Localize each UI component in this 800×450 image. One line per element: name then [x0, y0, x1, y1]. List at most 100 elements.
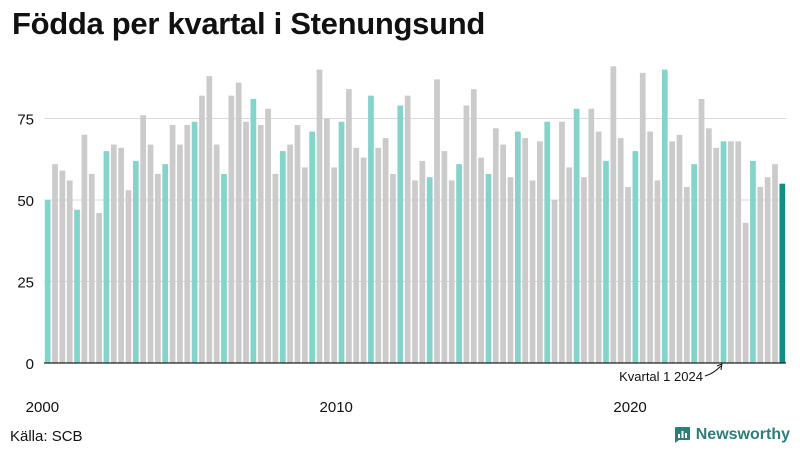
bar [265, 108, 271, 363]
bar [728, 141, 734, 363]
bar [559, 121, 565, 363]
bar [772, 164, 778, 363]
x-tick-label: 2020 [613, 399, 646, 416]
bar [206, 76, 213, 364]
bar [301, 167, 308, 363]
bar [676, 134, 683, 363]
bar [434, 79, 440, 363]
x-tick-label: 2000 [26, 399, 59, 416]
bars [44, 66, 786, 364]
bar [456, 164, 462, 363]
bar [81, 134, 88, 363]
bar [404, 95, 411, 364]
bar [478, 157, 484, 363]
annotation-arrow [704, 365, 722, 377]
bar [566, 167, 573, 363]
bar [250, 98, 257, 363]
bar [191, 121, 198, 363]
bar [610, 66, 617, 363]
bar [522, 138, 529, 363]
bar [118, 147, 124, 363]
bar [390, 173, 396, 363]
source-label: Källa: SCB [10, 428, 83, 445]
bar [632, 151, 639, 363]
bar [162, 164, 169, 363]
bar [228, 95, 235, 364]
bar [323, 118, 330, 363]
bar [713, 147, 720, 363]
bar [338, 121, 345, 363]
bar [103, 151, 110, 363]
bar [294, 125, 301, 364]
bar [595, 131, 602, 363]
bar [669, 141, 675, 363]
bar [581, 177, 587, 363]
bar [617, 138, 624, 363]
bar [96, 213, 102, 363]
newsworthy-logo[interactable]: Newsworthy [673, 426, 790, 444]
bar [588, 108, 595, 363]
bar [639, 72, 646, 364]
bar [764, 177, 771, 363]
bar [52, 164, 58, 363]
bar [243, 121, 249, 363]
bar [720, 141, 727, 363]
bar [346, 89, 352, 363]
bar [698, 98, 705, 363]
annotation-label: Kvartal 1 2024 [619, 369, 703, 384]
bar [353, 147, 360, 363]
bar [177, 144, 183, 363]
bar [375, 147, 382, 363]
bar [257, 125, 264, 364]
bar [235, 82, 242, 363]
bar [500, 144, 507, 363]
bar [184, 125, 191, 364]
bar [529, 180, 536, 363]
bar [507, 177, 514, 363]
bar [213, 144, 220, 363]
bar [514, 131, 521, 363]
bar [287, 144, 293, 363]
bar [463, 105, 470, 364]
bar [59, 170, 66, 363]
newsworthy-logo-text: Newsworthy [695, 426, 790, 443]
y-tick-label: 75 [17, 112, 34, 129]
bar [573, 108, 580, 363]
bar [360, 157, 367, 363]
bar [44, 200, 51, 363]
bar [485, 173, 492, 363]
bar [742, 222, 749, 363]
bar [316, 69, 323, 363]
bar [537, 141, 543, 363]
bar [661, 69, 668, 363]
y-tick-label: 25 [17, 275, 34, 292]
newsworthy-logo-icon [674, 427, 690, 443]
axes: 0 25 50 75 2000 2010 2020 [17, 112, 786, 416]
chart-title: Födda per kvartal i Stenungsund [12, 6, 485, 41]
x-tick-label: 2010 [320, 399, 353, 416]
bar [132, 160, 139, 363]
bar [470, 89, 477, 363]
bar [397, 105, 404, 364]
bar [647, 131, 653, 363]
bar [66, 180, 73, 363]
bar [110, 144, 117, 363]
bar [735, 141, 742, 363]
bar [691, 164, 698, 363]
bar [441, 151, 448, 363]
bar [683, 186, 690, 363]
bar [368, 95, 374, 364]
bar [279, 151, 286, 363]
bar [779, 183, 786, 363]
bar [88, 173, 95, 363]
y-tick-label: 50 [17, 193, 34, 210]
annotation-arrowhead [716, 363, 723, 371]
bar [169, 125, 176, 364]
bar [551, 200, 558, 363]
bar [155, 173, 161, 363]
bar [492, 128, 499, 363]
bar [272, 173, 279, 363]
bar-chart: 0 25 50 75 2000 2010 2020 Kvartal 1 2024 [17, 66, 786, 416]
bar [140, 115, 147, 364]
bar [199, 95, 205, 364]
